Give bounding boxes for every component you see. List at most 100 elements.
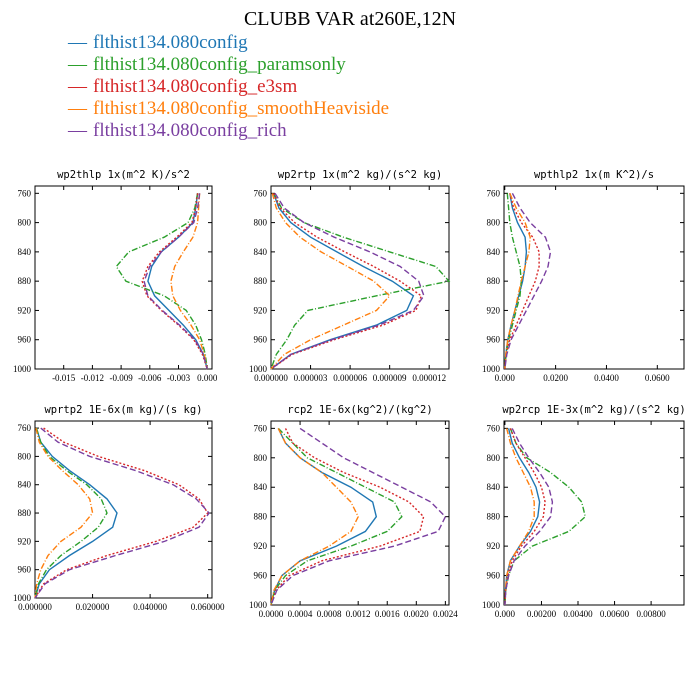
panel-title: rcp2 1E-6x(kg^2)/(kg^2) [287,404,432,416]
series-line [504,193,540,370]
series-line [504,428,554,606]
x-tick-label: 0.060000 [191,602,225,612]
y-tick-label: 840 [18,480,32,490]
panel-title: wpthlp2 1x(m K^2)/s [534,169,654,181]
y-tick-label: 880 [254,512,268,522]
legend-label: flthist134.080config [93,32,248,53]
x-tick-label: 0.0012 [346,609,371,619]
panel: wp2rtp 1x(m^2 kg)/(s^2 kg) 760 800 840 880 92… [249,169,451,383]
y-tick-label: 920 [18,536,32,546]
series-line [270,428,359,606]
y-tick-label: 800 [254,218,268,228]
series-line [141,193,208,370]
legend-label: flthist134.080config_rich [93,120,287,141]
x-tick-label: 0.0200 [543,373,568,383]
y-tick-label: 960 [254,335,268,345]
x-tick-label: 0.000 [495,373,516,383]
x-tick-label: 0.000 [495,609,516,619]
plot-frame [503,185,685,370]
y-tick-label: 800 [254,453,268,463]
legend-dash: — [68,32,87,53]
x-tick-label: 0.040000 [133,602,167,612]
x-tick-label: 0.0600 [645,373,670,383]
series-line [504,428,546,606]
x-tick-label: 0.00600 [600,609,630,619]
y-tick-label: 1000 [249,364,268,374]
y-tick-label: 1000 [482,600,501,610]
panel: wprtp2 1E-6x(m kg)/(s kg) 760 800 840 880 920… [13,404,225,612]
plot-frame [270,185,450,370]
y-tick-label: 760 [18,188,32,198]
y-tick-label: 800 [18,218,32,228]
y-tick-label: 840 [18,247,32,257]
plot-frame [270,420,450,606]
y-tick-label: 920 [18,305,32,315]
y-tick-label: 920 [254,541,268,551]
series-line [504,428,587,606]
legend-label: flthist134.080config_smoothHeaviside [93,98,390,119]
y-tick-label: 920 [254,305,268,315]
series-line [143,193,208,370]
panel-title: wp2rcp 1E-3x(m^2 kg)/(s^2 kg) [502,404,685,416]
x-tick-label: 0.000009 [373,373,407,383]
y-tick-label: 880 [487,276,501,286]
x-tick-label: 0.0020 [404,609,429,619]
legend-dash: — [68,98,87,119]
x-tick-label: 0.00200 [527,609,557,619]
y-tick-label: 840 [254,247,268,257]
series-line [270,192,425,370]
plot-frame [34,420,213,599]
y-tick-label: 880 [487,512,501,522]
x-tick-label: -0.006 [138,373,162,383]
series-line [504,428,535,606]
plot-frame [34,185,213,370]
x-tick-label: 0.000 [197,373,218,383]
series-line [34,427,209,599]
legend-dash: — [68,120,87,141]
x-tick-label: -0.009 [109,373,133,383]
y-tick-label: 920 [487,305,501,315]
x-tick-label: 0.00400 [563,609,593,619]
series-line [34,427,118,599]
series-line [270,193,423,370]
panel: wp2thlp 1x(m^2 K)/s^2 760 800 840 880 920 960 1… [13,169,218,383]
y-tick-label: 800 [487,453,501,463]
panel: wpthlp2 1x(m K^2)/s 760 800 840 880 920 960 100… [482,169,685,383]
legend-item: — flthist134.080config [68,32,389,54]
y-tick-label: 760 [487,188,501,198]
x-tick-label: 0.000006 [333,373,367,383]
y-tick-label: 1000 [249,600,268,610]
y-tick-label: 880 [254,276,268,286]
series-line [270,427,403,606]
legend-dash: — [68,54,87,75]
y-tick-label: 840 [254,482,268,492]
y-tick-label: 760 [18,423,32,433]
panel-title: wp2rtp 1x(m^2 kg)/(s^2 kg) [278,169,442,181]
x-tick-label: 0.000000 [254,373,288,383]
y-tick-label: 840 [487,482,501,492]
y-tick-label: 760 [254,188,268,198]
legend-dash: — [68,76,87,97]
series-line [504,192,552,370]
y-tick-label: 800 [18,451,32,461]
panel-title: wprtp2 1E-6x(m kg)/(s kg) [44,404,202,416]
x-tick-label: 0.020000 [76,602,110,612]
y-tick-label: 960 [487,571,501,581]
y-tick-label: 960 [18,335,32,345]
series-line [270,428,425,606]
y-tick-label: 960 [18,565,32,575]
x-tick-label: 0.0400 [594,373,619,383]
x-tick-label: 0.000000 [18,602,52,612]
x-tick-label: -0.012 [81,373,104,383]
x-tick-label: 0.0000 [259,609,284,619]
legend-item: — flthist134.080config_paramsonly [68,54,389,76]
panel: wp2rcp 1E-3x(m^2 kg)/(s^2 kg)760 800 840 88… [482,404,686,619]
legend-item: — flthist134.080config_e3sm [68,76,389,98]
series-line [504,193,528,370]
legend-item: — flthist134.080config_smoothHeaviside [68,98,389,120]
legend-item: — flthist134.080config_rich [68,120,389,142]
series-line [34,427,108,599]
x-tick-label: 0.0024 [433,609,458,619]
figure-title: CLUBB VAR at260E,12N [243,8,457,30]
series-line [34,427,210,599]
